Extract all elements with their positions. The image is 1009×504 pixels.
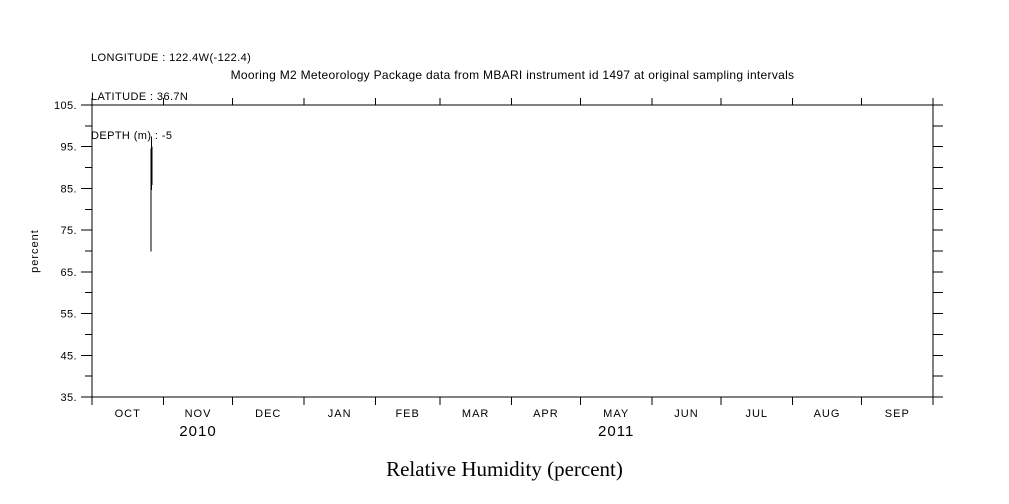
month-label: JAN bbox=[328, 408, 352, 420]
y-tick-label: 95. bbox=[61, 142, 78, 154]
y-tick-label: 55. bbox=[61, 309, 78, 321]
month-label: APR bbox=[533, 408, 559, 420]
longitude-text: LONGITUDE : 122.4W(-122.4) bbox=[91, 52, 252, 64]
y-tick-label: 35. bbox=[61, 392, 78, 404]
month-label: AUG bbox=[814, 408, 841, 420]
data-line bbox=[150, 136, 153, 252]
y-tick-label: 75. bbox=[61, 225, 78, 237]
y-tick-label: 85. bbox=[61, 183, 78, 195]
plot-border bbox=[91, 104, 934, 398]
latitude-text: LATITUDE : 36.7N bbox=[91, 91, 189, 103]
month-label: JUN bbox=[674, 408, 698, 420]
y-tick-label: 65. bbox=[61, 267, 78, 279]
depth-text: DEPTH (m) : -5 bbox=[91, 130, 173, 142]
month-label: JUL bbox=[745, 408, 768, 420]
month-label: NOV bbox=[185, 408, 212, 420]
month-label: OCT bbox=[115, 408, 141, 420]
chart-title: Mooring M2 Meteorology Package data from… bbox=[230, 68, 795, 82]
year-label: 2010 bbox=[179, 423, 216, 440]
month-label: SEP bbox=[885, 408, 910, 420]
month-label: MAR bbox=[462, 408, 489, 420]
month-label: DEC bbox=[255, 408, 281, 420]
y-tick-label: 45. bbox=[61, 350, 78, 362]
month-label: FEB bbox=[395, 408, 419, 420]
location-header: LONGITUDE : 122.4W(-122.4) LATITUDE : 36… bbox=[91, 26, 251, 169]
figure-caption: Relative Humidity (percent) bbox=[386, 457, 623, 481]
y-tick-label: 105. bbox=[54, 100, 77, 112]
year-label: 2011 bbox=[598, 423, 634, 440]
month-label: MAY bbox=[603, 408, 629, 420]
y-axis-title: percent bbox=[29, 229, 41, 273]
